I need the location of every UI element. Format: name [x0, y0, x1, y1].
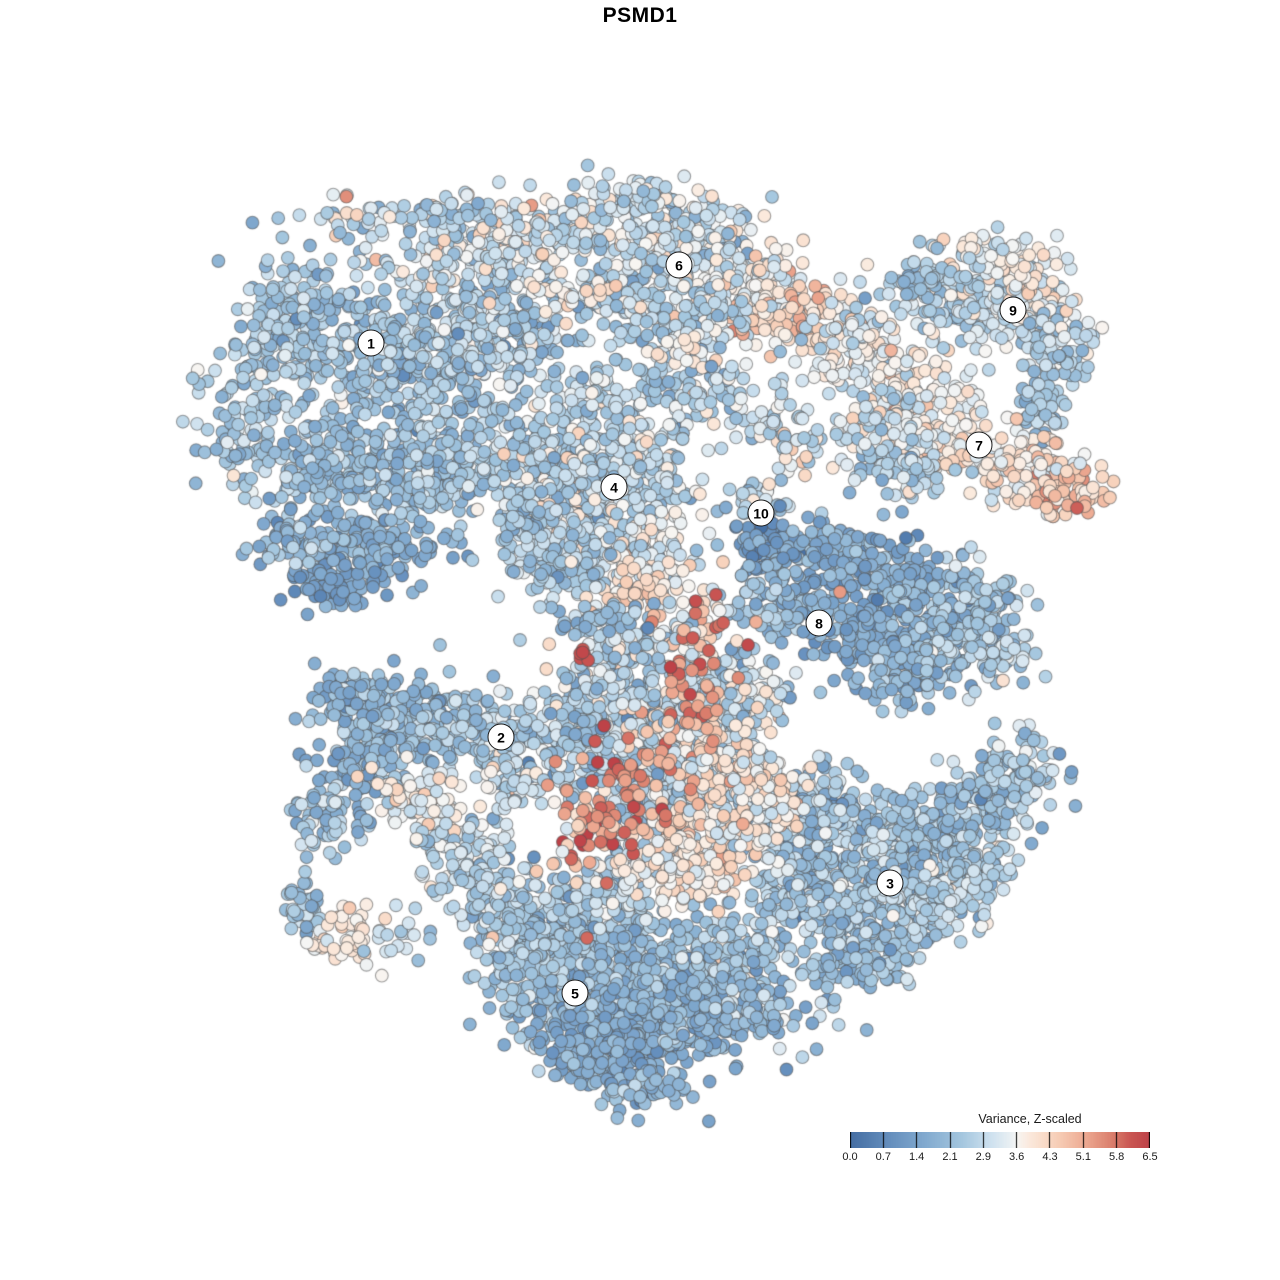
colorbar-tick-label: 0.7: [875, 1151, 891, 1163]
colorbar-tick-label: 6.5: [1142, 1151, 1158, 1163]
colorbar-tick-label: 5.1: [1075, 1151, 1091, 1163]
colorbar-tick-label: 1.4: [909, 1151, 925, 1163]
colorbar-tick-label: 0.0: [842, 1151, 858, 1163]
colorbar-ticks: 0.0 0.7 1.4 2.1 2.9 3.6 4.3 5.1 5.8 6.5: [842, 1151, 1157, 1166]
colorbar-tick-label: 4.3: [1042, 1151, 1058, 1163]
colorbar-tick-label: 2.1: [942, 1151, 958, 1163]
colorbar-tick-label: 3.6: [1009, 1151, 1025, 1163]
colorbar-tick-label: 5.8: [1109, 1151, 1125, 1163]
colorbar: [850, 1132, 1150, 1148]
colorbar-title: Variance, Z-scaled: [978, 1112, 1082, 1126]
colorbar-legend: Variance, Z-scaled 0.0 0.7 1.4 2.1 2.9 3.6 4.3…: [842, 1112, 1157, 1166]
figure-title: PSMD1: [602, 4, 678, 27]
colorbar-tick-label: 2.9: [975, 1151, 991, 1163]
